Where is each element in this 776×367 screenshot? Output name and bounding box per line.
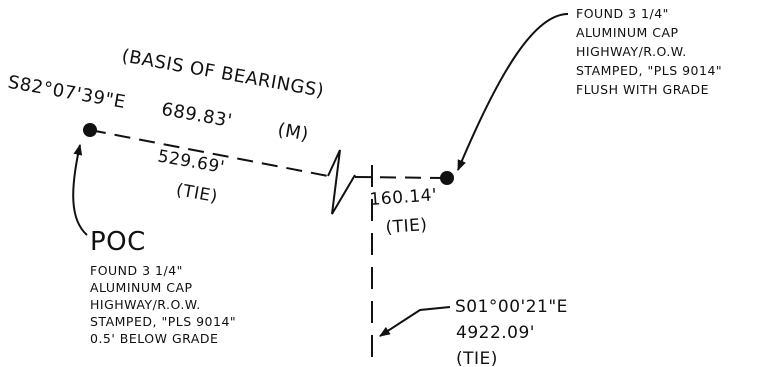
poc-line-3: HIGHWAY/R.O.W. [90, 297, 201, 312]
break-symbol [327, 149, 356, 215]
poc-title: POC [90, 227, 146, 257]
basis-caption: (BASIS OF BEARINGS) [120, 45, 326, 101]
poc-monument-icon [83, 123, 97, 137]
tie-east-distance: 160.14' [369, 185, 438, 210]
basis-bearing: S82°07'39"E [6, 72, 127, 113]
tie-east-label: (TIE) [385, 215, 428, 238]
basis-distance: 689.83' [160, 99, 234, 132]
tie-west-label: (TIE) [174, 180, 219, 207]
east-monument-icon [440, 171, 454, 185]
poc-line-2: ALUMINUM CAP [90, 280, 193, 295]
bearing-line-west [89, 129, 329, 177]
poc-leader [72, 143, 88, 236]
poc-line-1: FOUND 3 1/4" [90, 263, 183, 278]
tie-south-distance: 4922.09' [456, 323, 535, 343]
basis-measured-tag: (M) [276, 119, 310, 145]
tie-south-bearing: S01°00'21"E [455, 297, 568, 317]
east-cap-line-1: FOUND 3 1/4" [576, 6, 669, 21]
east-cap-line-4: STAMPED, "PLS 9014" [576, 63, 722, 78]
south-tie-leader [379, 306, 451, 337]
east-cap-line-5: FLUSH WITH GRADE [576, 82, 709, 97]
tie-west-distance: 529.69' [156, 146, 226, 177]
bearing-line-east [354, 176, 447, 179]
east-cap-line-2: ALUMINUM CAP [576, 25, 679, 40]
poc-line-4: STAMPED, "PLS 9014" [90, 314, 236, 329]
east-cap-line-3: HIGHWAY/R.O.W. [576, 44, 687, 59]
tie-south-label: (TIE) [456, 349, 498, 367]
poc-line-5: 0.5' BELOW GRADE [90, 331, 218, 346]
east-cap-leader [457, 13, 569, 172]
